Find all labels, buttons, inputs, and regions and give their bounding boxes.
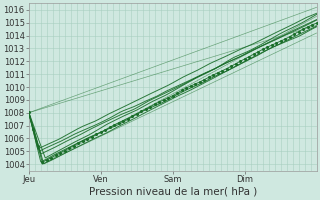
X-axis label: Pression niveau de la mer( hPa ): Pression niveau de la mer( hPa ): [89, 187, 257, 197]
